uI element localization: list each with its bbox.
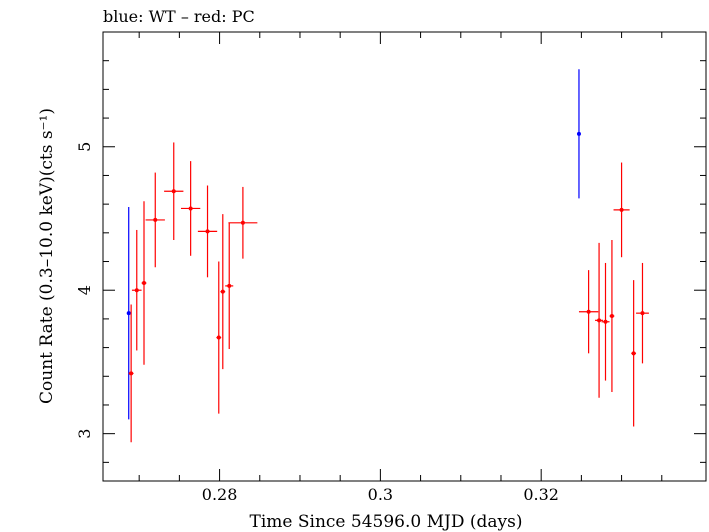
pc-data-point — [240, 220, 245, 225]
pc-data-point — [153, 217, 158, 222]
axis-tick-labels: 0.28 0.3 0.32 3 4 5 — [75, 142, 559, 504]
pc-data-point — [129, 371, 134, 376]
pc-data-point — [220, 289, 225, 294]
x-tick-label: 0.3 — [368, 485, 393, 504]
pc-data-point — [188, 206, 193, 211]
series-wt — [126, 69, 581, 420]
y-axis-title: Count Rate (0.3–10.0 keV)(cts s⁻¹) — [37, 108, 57, 404]
pc-data-point — [631, 351, 636, 356]
pc-data-point — [609, 314, 614, 319]
pc-data-point — [205, 229, 210, 234]
chart-header: blue: WT – red: PC — [103, 7, 255, 26]
y-tick-label: 3 — [75, 429, 94, 439]
series-pc — [128, 142, 649, 443]
pc-data-point — [603, 319, 608, 324]
pc-data-point — [142, 281, 147, 286]
x-tick-label: 0.28 — [202, 485, 238, 504]
pc-data-point — [134, 288, 139, 293]
pc-data-point — [619, 207, 624, 212]
pc-data-point — [597, 318, 602, 323]
pc-data-point — [640, 311, 645, 316]
plot-frame — [102, 31, 707, 482]
data-series — [126, 69, 649, 443]
x-axis-title: Time Since 54596.0 MJD (days) — [250, 512, 523, 532]
pc-data-point — [586, 309, 591, 314]
y-tick-label: 4 — [75, 285, 94, 295]
pc-data-point — [216, 335, 221, 340]
y-tick-label: 5 — [75, 142, 94, 152]
wt-data-point — [126, 311, 131, 316]
pc-data-point — [171, 189, 176, 194]
x-tick-label: 0.32 — [523, 485, 559, 504]
wt-data-point — [576, 131, 581, 136]
axis-ticks — [103, 32, 706, 481]
pc-data-point — [227, 283, 232, 288]
